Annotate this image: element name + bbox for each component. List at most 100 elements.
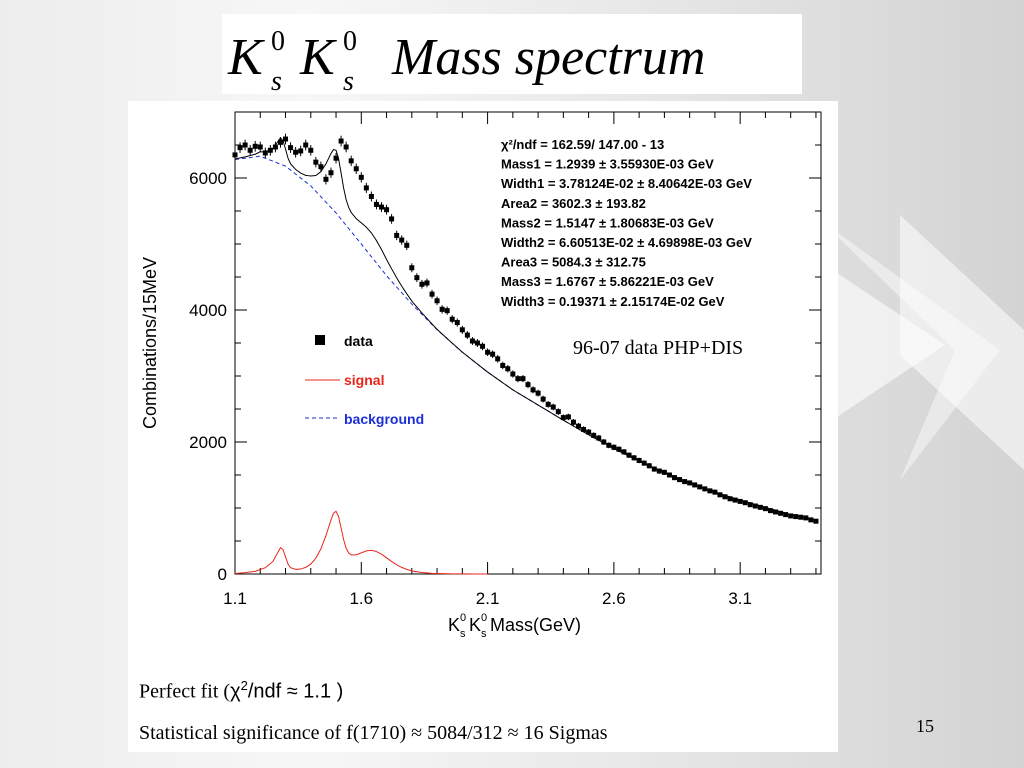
data-point-marker [409,265,415,271]
data-point-marker [485,349,491,355]
data-point [560,414,566,421]
title-k-1: K [227,29,265,86]
data-point [581,426,587,433]
title-sup-1: 0 [271,26,285,57]
page-number: 15 [916,716,934,736]
data-point-marker [348,158,354,164]
data-point-marker [384,207,390,213]
fit-stat-row: Mass3 = 1.6767 ± 5.86221E-03 GeV [501,274,714,289]
data-point-marker [277,139,283,145]
data-point [712,489,718,495]
slide-title: K 0 s K 0 s Mass spectrum [222,14,802,94]
data-point-marker [308,147,314,153]
data-point [333,152,339,164]
data-point [565,413,571,421]
legend: data signal background [305,333,424,427]
data-point-marker [773,509,779,515]
data-point [480,342,486,351]
data-point [626,452,632,459]
data-point-marker [752,503,758,509]
data-point-marker [762,506,768,512]
data-point-marker [742,500,748,506]
data-point [576,423,582,430]
data-point [530,386,536,394]
x-axis-label-text: Mass(GeV) [490,615,581,635]
data-point [535,389,541,397]
data-point [267,144,273,156]
x-axis-label-sub1: s [460,628,466,640]
data-point-marker [793,514,799,520]
x-axis-label-k2: K [469,615,481,635]
data-point [702,486,708,492]
data-point-marker [677,477,683,483]
data-point-marker [414,275,420,281]
data-point-marker [641,460,647,466]
data-point [793,514,799,520]
title-sub-1: s [271,66,282,94]
data-point-marker [788,513,794,519]
data-point-marker [591,432,597,438]
y-tick-label: 4000 [189,301,227,320]
data-point [515,375,521,383]
data-point [611,444,617,451]
x-tick-label: 2.6 [602,589,626,608]
data-point-marker [747,502,753,508]
x-axis-label-sub2: s [481,628,487,640]
fit-stat-row: Area2 = 3602.3 ± 193.82 [501,196,646,211]
data-point-marker [626,452,632,458]
signal-curve [234,510,488,575]
data-point-marker [449,316,455,322]
data-point-marker [444,308,450,314]
data-point-marker [616,446,622,452]
data-point [348,155,354,167]
data-point [692,482,698,488]
data-point [419,279,425,289]
data-point-marker [778,510,784,516]
data-point-marker [737,498,743,504]
mass-spectrum-chart: 1.1 1.6 2.1 2.6 3.1 0 2000 4000 6000 Combinatio… [140,111,822,640]
data-point-marker [666,472,672,478]
data-point-marker [500,362,506,368]
data-point-marker [404,242,410,248]
data-point [813,518,819,524]
legend-data-label: data [344,333,373,349]
data-point-marker [767,508,773,514]
caption-chi: χ [230,680,241,703]
data-point [394,230,400,241]
fit-stat-row: Mass1 = 1.2939 ± 3.55930E-03 GeV [501,157,714,172]
data-point [338,135,344,147]
data-point [424,278,430,288]
data-point [252,141,258,152]
data-point [767,508,773,514]
fit-stat-row: Area3 = 5084.3 ± 312.75 [501,255,646,270]
data-point [737,498,743,504]
data-point [778,510,784,516]
data-point [373,199,379,210]
data-point-marker [338,138,344,144]
data-point-marker [672,475,677,481]
data-point [621,449,627,455]
data-point [732,497,738,503]
data-point [788,513,794,519]
data-point [808,517,814,523]
data-point-marker [555,409,561,415]
data-point-marker [803,515,809,521]
x-axis-label-sup1: 0 [460,612,466,624]
data-point [237,142,243,153]
data-point [454,318,460,327]
data-point [474,339,480,347]
data-point [596,435,602,442]
data-point [449,315,455,324]
data-point [747,502,753,508]
x-tick-label: 1.6 [349,589,373,608]
data-point-marker [606,442,612,448]
caption-significance: Statistical significance of f(1710) ≈ 50… [139,722,608,744]
data-point-marker [732,497,738,503]
data-point [313,156,319,168]
data-point [717,492,723,498]
data-point [682,479,688,485]
data-point [661,469,667,475]
x-axis-label-k1: K [448,615,460,635]
data-point [631,455,637,461]
data-point [399,235,405,245]
